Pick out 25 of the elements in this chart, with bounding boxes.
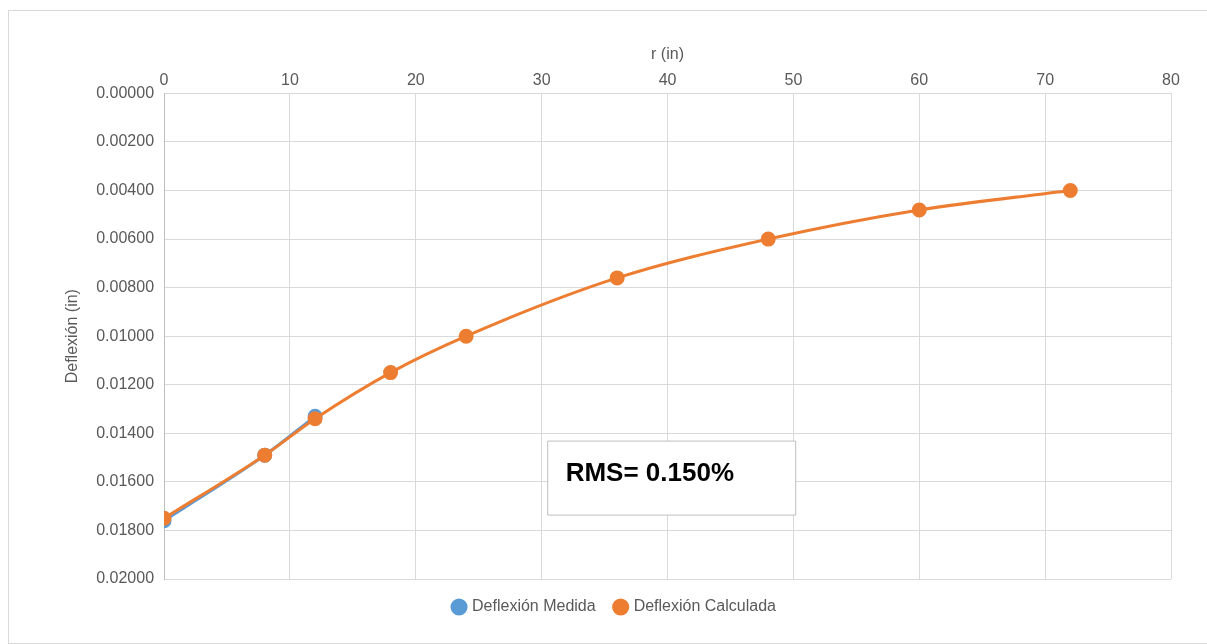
y-tick-label: 0.01800 xyxy=(96,520,155,538)
x-tick-label: 70 xyxy=(1036,71,1055,89)
y-tick-label: 0.00200 xyxy=(96,132,155,150)
x-tick-label: 40 xyxy=(658,71,677,89)
y-axis-title: Deflexión (in) xyxy=(63,289,81,384)
x-tick-label: 80 xyxy=(1162,71,1180,89)
legend-label: Deflexión Calculada xyxy=(633,597,777,615)
x-tick-label: 60 xyxy=(910,71,929,89)
y-tick-label: 0.02000 xyxy=(96,569,155,587)
y-tick-label: 0.00000 xyxy=(96,83,155,101)
x-tick-label: 0 xyxy=(159,71,169,89)
x-tick-label: 50 xyxy=(784,71,803,89)
y-tick-label: 0.00800 xyxy=(96,278,155,296)
y-tick-label: 0.01200 xyxy=(96,375,155,393)
x-tick-label: 10 xyxy=(281,71,299,89)
x-tick-label: 30 xyxy=(532,71,551,89)
annotation: RMS= 0.150% xyxy=(565,457,735,488)
y-tick-label: 0.00400 xyxy=(96,180,155,198)
x-tick-label: 20 xyxy=(406,71,425,89)
y-tick-label: 0.00600 xyxy=(96,229,155,247)
y-tick-label: 0.01600 xyxy=(96,472,155,490)
legend-label: Deflexión Medida xyxy=(472,597,596,615)
y-tick-label: 0.01000 xyxy=(96,326,155,344)
x-axis-title: r (in) xyxy=(651,45,684,63)
y-tick-label: 0.01400 xyxy=(96,423,155,441)
